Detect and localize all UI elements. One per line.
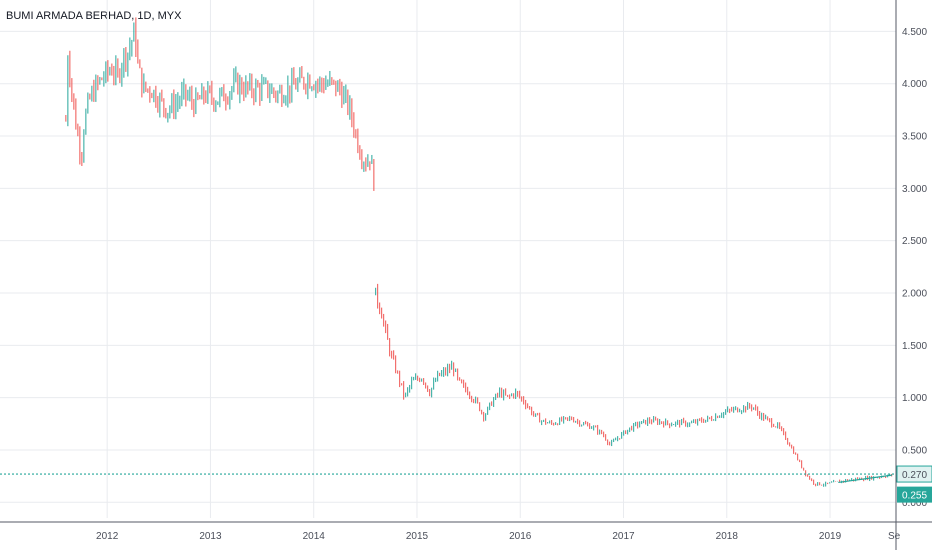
level-badge	[896, 465, 932, 483]
x-tick-label: Se	[888, 531, 901, 542]
y-tick-label: 4.000	[902, 79, 927, 90]
x-tick-label: 2012	[96, 531, 119, 542]
x-tick-label: 2018	[716, 531, 739, 542]
y-tick-label: 0.500	[902, 445, 927, 456]
y-tick-label: 1.000	[902, 393, 927, 404]
y-tick-label: 1.500	[902, 341, 927, 352]
y-tick-label: 2.500	[902, 236, 927, 247]
chart-title: BUMI ARMADA BERHAD, 1D, MYX	[6, 10, 182, 22]
x-tick-label: 2015	[406, 531, 429, 542]
grid-lines	[0, 0, 896, 518]
x-tick-label: 2014	[303, 531, 326, 542]
last-price-badge-text: 0.255	[902, 491, 927, 502]
y-tick-label: 3.500	[902, 132, 927, 143]
trend-line	[838, 474, 893, 484]
x-tick-label: 2016	[509, 531, 532, 542]
y-tick-label: 0.000	[902, 498, 927, 509]
x-tick-label: 2019	[819, 531, 842, 542]
candles	[65, 17, 893, 487]
y-tick-label: 3.000	[902, 184, 927, 195]
x-tick-label: 2013	[199, 531, 222, 542]
last-price-badge	[897, 486, 932, 503]
overlays	[0, 473, 896, 484]
y-tick-label: 4.500	[902, 27, 927, 38]
level-badge-text: 0.270	[902, 470, 927, 481]
price-axis[interactable]: 4.500 4.000 3.500 3.000 2.500 2.000 1.500 1.000…	[895, 0, 932, 550]
x-tick-label: 2017	[612, 531, 635, 542]
time-axis[interactable]: 2012 2013 2014 2015 2016 2017 2018 2019 Se	[0, 521, 932, 542]
y-tick-label: 2.000	[902, 289, 927, 300]
